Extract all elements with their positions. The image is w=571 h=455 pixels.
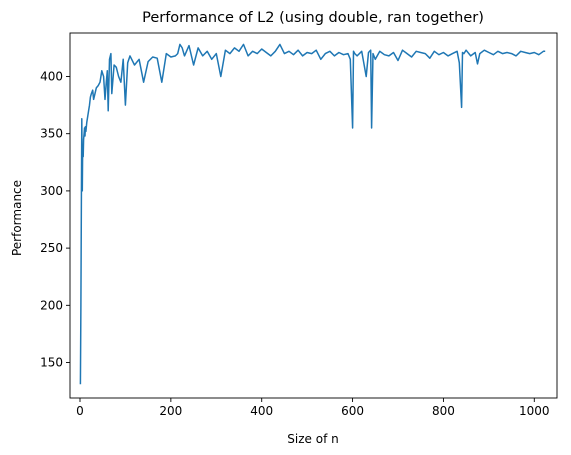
y-axis-label: Performance <box>10 180 24 256</box>
x-tick-label: 800 <box>432 404 455 418</box>
y-tick-label: 300 <box>40 184 63 198</box>
x-tick-label: 200 <box>159 404 182 418</box>
x-axis-label: Size of n <box>287 432 338 446</box>
y-tick-label: 350 <box>40 127 63 141</box>
y-tick-label: 200 <box>40 298 63 312</box>
x-tick-label: 600 <box>341 404 364 418</box>
y-axis: 150 200 250 300 350 400 <box>40 69 70 370</box>
x-tick-label: 1000 <box>519 404 550 418</box>
plot-frame <box>69 32 558 399</box>
chart-title: Performance of L2 (using double, ran tog… <box>142 10 484 26</box>
series-line-0 <box>79 43 546 385</box>
y-tick-label: 150 <box>40 356 63 370</box>
x-axis: 0 200 400 600 800 1000 <box>76 398 550 418</box>
plot-area <box>79 43 546 385</box>
y-tick-label: 250 <box>40 241 63 255</box>
x-tick-label: 0 <box>76 404 84 418</box>
x-tick-label: 400 <box>250 404 273 418</box>
y-tick-label: 400 <box>40 69 63 83</box>
